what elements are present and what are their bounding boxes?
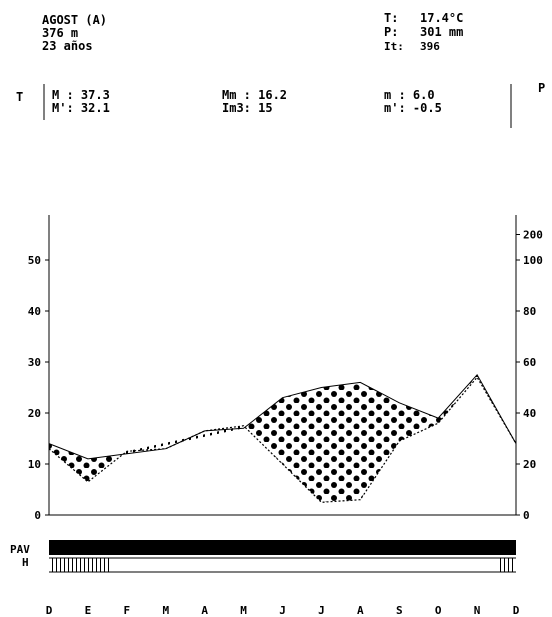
thermicity-label: It: bbox=[384, 40, 404, 53]
annual-temp-label: T: bbox=[384, 11, 399, 25]
stat-M: M : 37.3 bbox=[52, 88, 110, 102]
month-label: A bbox=[201, 604, 208, 617]
temp-row-label: T bbox=[16, 90, 24, 104]
month-label: J bbox=[279, 604, 286, 617]
left-tick-label: 10 bbox=[28, 458, 41, 471]
stat-Im3: Im3: 15 bbox=[222, 101, 273, 115]
left-tick-label: 0 bbox=[34, 509, 41, 522]
right-tick-label: 20 bbox=[523, 458, 536, 471]
left-tick-label: 20 bbox=[28, 407, 41, 420]
month-label: N bbox=[474, 604, 481, 617]
dry-period-area bbox=[49, 374, 516, 503]
frost-h-label: H bbox=[22, 556, 29, 569]
month-label: O bbox=[435, 604, 442, 617]
right-tick-label: 80 bbox=[523, 305, 536, 318]
stat-m-prime: m': -0.5 bbox=[384, 101, 442, 115]
month-label: S bbox=[396, 604, 403, 617]
left-tick-label: 30 bbox=[28, 356, 41, 369]
stat-M-prime: M': 32.1 bbox=[52, 101, 110, 115]
right-tick-label: 200 bbox=[523, 229, 543, 242]
station-name: AGOST (A) bbox=[42, 13, 108, 27]
month-label: J bbox=[318, 604, 325, 617]
frost-probable-start bbox=[50, 558, 112, 572]
frost-certain-bar bbox=[49, 540, 516, 555]
frost-probable-end bbox=[498, 558, 516, 572]
annual-precip-value: 301 mm bbox=[420, 25, 464, 39]
left-tick-label: 40 bbox=[28, 305, 41, 318]
right-tick-label: 40 bbox=[523, 407, 536, 420]
month-label: D bbox=[513, 604, 520, 617]
stat-Mm: Mm : 16.2 bbox=[222, 88, 288, 102]
record-years: 23 años bbox=[42, 39, 93, 53]
annual-temp-value: 17.4°C bbox=[420, 11, 464, 25]
month-label: E bbox=[85, 604, 92, 617]
station-altitude: 376 m bbox=[42, 26, 79, 40]
right-tick-label: 100 bbox=[523, 254, 543, 267]
annual-precip-label: P: bbox=[384, 25, 399, 39]
temperature-line bbox=[48, 373, 517, 460]
month-label: D bbox=[46, 604, 53, 617]
stat-m: m : 6.0 bbox=[384, 88, 435, 102]
right-tick-label: 0 bbox=[523, 509, 530, 522]
precipitation-line bbox=[48, 376, 517, 503]
precip-row-label: P bbox=[538, 81, 546, 95]
month-label: M bbox=[162, 604, 169, 617]
left-tick-label: 50 bbox=[28, 254, 41, 267]
right-tick-label: 60 bbox=[523, 356, 536, 369]
frost-pav-label: PAV bbox=[10, 543, 30, 556]
thermicity-value: 396 bbox=[420, 40, 440, 53]
month-label: M bbox=[240, 604, 247, 617]
month-label: A bbox=[357, 604, 364, 617]
month-label: F bbox=[124, 604, 131, 617]
